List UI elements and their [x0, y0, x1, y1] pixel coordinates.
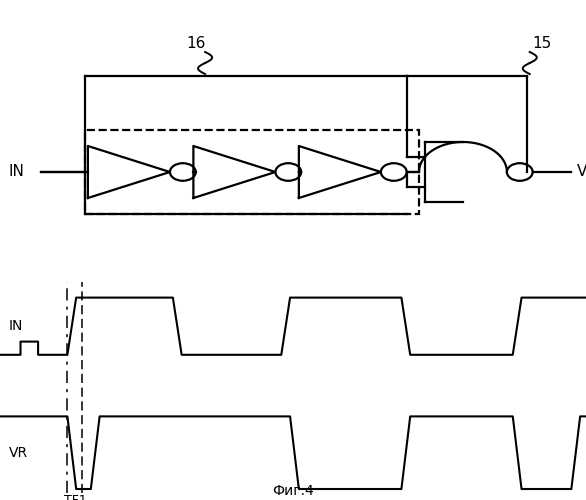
- Text: TF1: TF1: [64, 494, 87, 500]
- Text: IN: IN: [9, 164, 25, 180]
- Text: IN: IN: [9, 319, 23, 333]
- Text: 16: 16: [186, 36, 206, 52]
- Text: 15: 15: [532, 36, 551, 52]
- Text: Фиг.4: Фиг.4: [272, 484, 314, 498]
- Text: VR: VR: [9, 446, 28, 460]
- Text: VR: VR: [577, 164, 586, 180]
